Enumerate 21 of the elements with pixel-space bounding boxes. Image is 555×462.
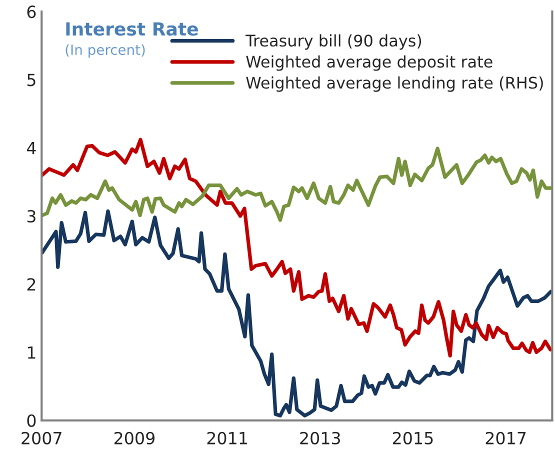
line-series [42,209,552,418]
y-tick-label: 4 [26,142,36,154]
line-series [42,138,552,358]
y-tick-label: 2 [27,278,36,290]
x-tick-label: 2011 [207,432,247,444]
x-tick-label: 2013 [300,432,340,444]
y-tick-label: 0 [27,414,36,427]
x-tick-label: 2007 [22,432,62,444]
x-tick-label: 2017 [486,432,526,444]
y-tick-label: 5 [27,74,36,86]
y-tick-label: 3 [27,210,36,223]
x-tick-label: 2015 [392,432,433,444]
text: (In percent) [66,44,145,58]
x-tick-label: 2009 [114,432,154,444]
chart-title: Interest Rate [66,22,198,36]
legend-label: Treasury bill (90 days) [246,34,422,50]
line-series [42,146,552,222]
legend-label: Weighted average lending rate (RHS) [246,76,543,92]
y-tick-label: 1 [28,346,36,359]
y-tick-label: 6 [27,6,36,18]
legend-label: Weighted average deposit rate [246,55,492,71]
